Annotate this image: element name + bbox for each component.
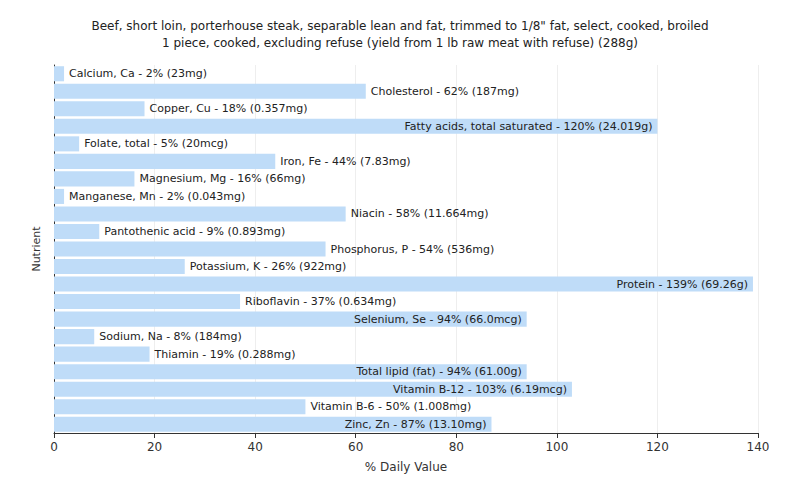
svg-text:40: 40: [248, 440, 263, 454]
svg-text:Selenium, Se - 94% (66.0mcg): Selenium, Se - 94% (66.0mcg): [354, 313, 522, 326]
svg-text:1 piece, cooked, excluding ref: 1 piece, cooked, excluding refuse (yield…: [162, 36, 638, 50]
svg-text:Magnesium, Mg - 16% (66mg): Magnesium, Mg - 16% (66mg): [139, 172, 305, 185]
svg-text:20: 20: [147, 440, 162, 454]
svg-text:Manganese, Mn - 2% (0.043mg): Manganese, Mn - 2% (0.043mg): [69, 190, 245, 203]
svg-text:Potassium, K - 26% (922mg): Potassium, K - 26% (922mg): [190, 260, 347, 273]
svg-text:100: 100: [545, 440, 568, 454]
svg-text:Total lipid (fat) - 94% (61.00: Total lipid (fat) - 94% (61.00g): [355, 365, 521, 378]
svg-text:Iron, Fe - 44% (7.83mg): Iron, Fe - 44% (7.83mg): [280, 155, 410, 168]
svg-text:Pantothenic acid - 9% (0.893mg: Pantothenic acid - 9% (0.893mg): [104, 225, 285, 238]
svg-text:% Daily Value: % Daily Value: [365, 460, 447, 474]
svg-text:Riboflavin - 37% (0.634mg): Riboflavin - 37% (0.634mg): [245, 295, 396, 308]
svg-text:120: 120: [646, 440, 669, 454]
svg-text:Beef, short loin, porterhouse: Beef, short loin, porterhouse steak, sep…: [91, 19, 708, 33]
svg-text:Zinc, Zn - 87% (13.10mg): Zinc, Zn - 87% (13.10mg): [345, 418, 487, 431]
svg-text:Sodium, Na - 8% (184mg): Sodium, Na - 8% (184mg): [99, 330, 242, 343]
svg-text:Vitamin B-6 - 50% (1.008mg): Vitamin B-6 - 50% (1.008mg): [310, 400, 471, 413]
svg-text:Nutrient: Nutrient: [30, 226, 43, 272]
svg-text:Protein - 139% (69.26g): Protein - 139% (69.26g): [616, 278, 748, 291]
svg-text:Cholesterol - 62% (187mg): Cholesterol - 62% (187mg): [371, 85, 519, 98]
svg-text:0: 0: [50, 440, 58, 454]
svg-text:Vitamin B-12 - 103% (6.19mcg): Vitamin B-12 - 103% (6.19mcg): [393, 383, 567, 396]
svg-text:80: 80: [449, 440, 464, 454]
svg-text:Calcium, Ca - 2% (23mg): Calcium, Ca - 2% (23mg): [69, 67, 207, 80]
svg-text:Thiamin - 19% (0.288mg): Thiamin - 19% (0.288mg): [154, 348, 296, 361]
svg-text:Fatty acids, total saturated -: Fatty acids, total saturated - 120% (24.…: [404, 120, 652, 133]
svg-text:Niacin - 58% (11.664mg): Niacin - 58% (11.664mg): [351, 207, 489, 220]
svg-text:140: 140: [747, 440, 770, 454]
svg-text:Copper, Cu - 18% (0.357mg): Copper, Cu - 18% (0.357mg): [150, 102, 308, 115]
svg-text:60: 60: [348, 440, 363, 454]
svg-text:Folate, total - 5% (20mcg): Folate, total - 5% (20mcg): [84, 137, 228, 150]
svg-text:Phosphorus, P - 54% (536mg): Phosphorus, P - 54% (536mg): [331, 243, 495, 256]
